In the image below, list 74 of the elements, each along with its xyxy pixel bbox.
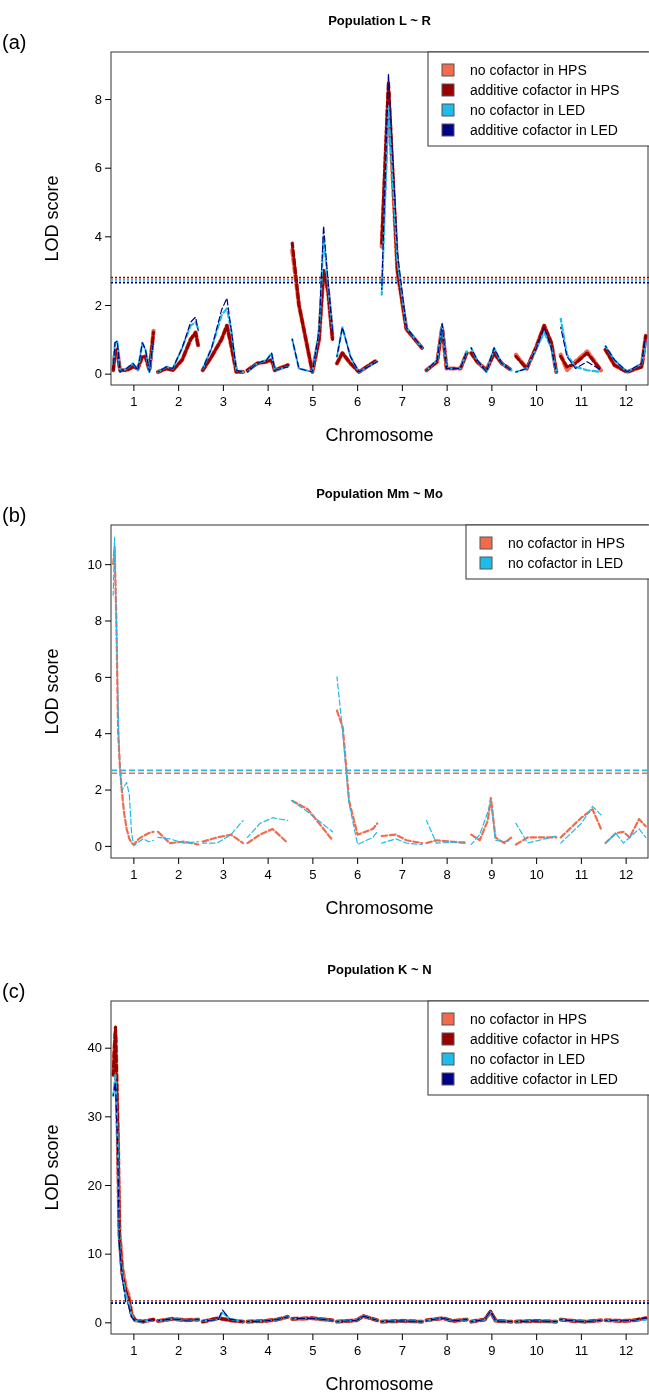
y-tick-label: 0: [94, 366, 102, 382]
x-tick-label: 9: [488, 1342, 496, 1358]
legend-label: no cofactor in HPS: [470, 1011, 587, 1027]
legend-label: no cofactor in HPS: [508, 535, 625, 551]
legend-label: no cofactor in LED: [508, 555, 624, 571]
legend-label: additive cofactor in LED: [470, 1071, 618, 1087]
y-axis-title: LOD score: [42, 175, 62, 262]
y-tick-label: 30: [87, 1109, 102, 1125]
y-axis-title: LOD score: [42, 1124, 62, 1211]
y-tick-label: 4: [94, 229, 102, 245]
x-tick-label: 10: [529, 1342, 544, 1358]
x-tick-label: 11: [574, 1342, 589, 1358]
x-tick-label: 5: [309, 866, 317, 882]
x-tick-label: 9: [488, 393, 496, 409]
x-tick-label: 6: [354, 393, 362, 409]
y-tick-label: 8: [94, 91, 102, 107]
x-tick-label: 5: [309, 1342, 317, 1358]
x-tick-label: 3: [219, 866, 227, 882]
chart-title: Population Mm ~ Mo: [316, 486, 443, 501]
x-tick-label: 11: [574, 393, 589, 409]
x-tick-label: 4: [264, 1342, 272, 1358]
y-tick-label: 10: [87, 556, 102, 572]
y-tick-label: 6: [94, 160, 102, 176]
x-tick-label: 1: [130, 393, 138, 409]
y-axis-title: LOD score: [42, 648, 62, 735]
x-tick-label: 8: [443, 393, 451, 409]
x-tick-label: 12: [618, 866, 634, 882]
legend-label: no cofactor in HPS: [470, 62, 587, 78]
legend-label: no cofactor in LED: [470, 102, 586, 118]
x-tick-label: 4: [264, 393, 272, 409]
y-tick-label: 10: [87, 1246, 102, 1262]
x-tick-label: 7: [398, 866, 406, 882]
x-tick-label: 12: [618, 1342, 634, 1358]
x-tick-label: 2: [175, 1342, 183, 1358]
y-tick-label: 40: [87, 1040, 102, 1056]
x-tick-label: 7: [398, 393, 406, 409]
x-tick-label: 12: [618, 393, 634, 409]
legend-label: additive cofactor in LED: [470, 122, 618, 138]
x-tick-label: 10: [529, 393, 544, 409]
legend-label: no cofactor in LED: [470, 1051, 586, 1067]
x-tick-label: 7: [398, 1342, 406, 1358]
y-tick-label: 4: [94, 725, 102, 741]
x-tick-label: 5: [309, 393, 317, 409]
text: (a): [2, 31, 27, 53]
y-tick-label: 8: [94, 613, 102, 629]
x-tick-label: 1: [130, 866, 138, 882]
y-tick-label: 0: [94, 838, 102, 854]
x-axis-title: Chromosome: [325, 898, 434, 918]
x-tick-label: 11: [574, 866, 589, 882]
x-tick-label: 9: [488, 866, 496, 882]
x-axis-title: Chromosome: [325, 1374, 434, 1394]
legend-label: additive cofactor in HPS: [470, 1031, 620, 1047]
chart-title: Population K ~ N: [327, 962, 432, 977]
chart-title: Population L ~ R: [328, 13, 432, 28]
x-tick-label: 3: [219, 393, 227, 409]
x-tick-label: 6: [354, 866, 362, 882]
x-tick-label: 2: [175, 866, 183, 882]
y-tick-label: 2: [94, 297, 102, 313]
x-tick-label: 10: [529, 866, 544, 882]
x-tick-label: 8: [443, 1342, 451, 1358]
y-tick-label: 20: [87, 1177, 102, 1193]
text: (c): [2, 980, 26, 1002]
legend-label: additive cofactor in HPS: [470, 82, 620, 98]
x-axis-title: Chromosome: [325, 425, 434, 445]
x-tick-label: 8: [443, 866, 451, 882]
text: (b): [2, 504, 27, 526]
x-tick-label: 1: [130, 1342, 138, 1358]
x-tick-label: 2: [175, 393, 183, 409]
y-tick-label: 6: [94, 669, 102, 685]
x-tick-label: 3: [219, 1342, 227, 1358]
x-tick-label: 4: [264, 866, 272, 882]
y-tick-label: 2: [94, 782, 102, 798]
x-tick-label: 6: [354, 1342, 362, 1358]
y-tick-label: 0: [94, 1314, 102, 1330]
